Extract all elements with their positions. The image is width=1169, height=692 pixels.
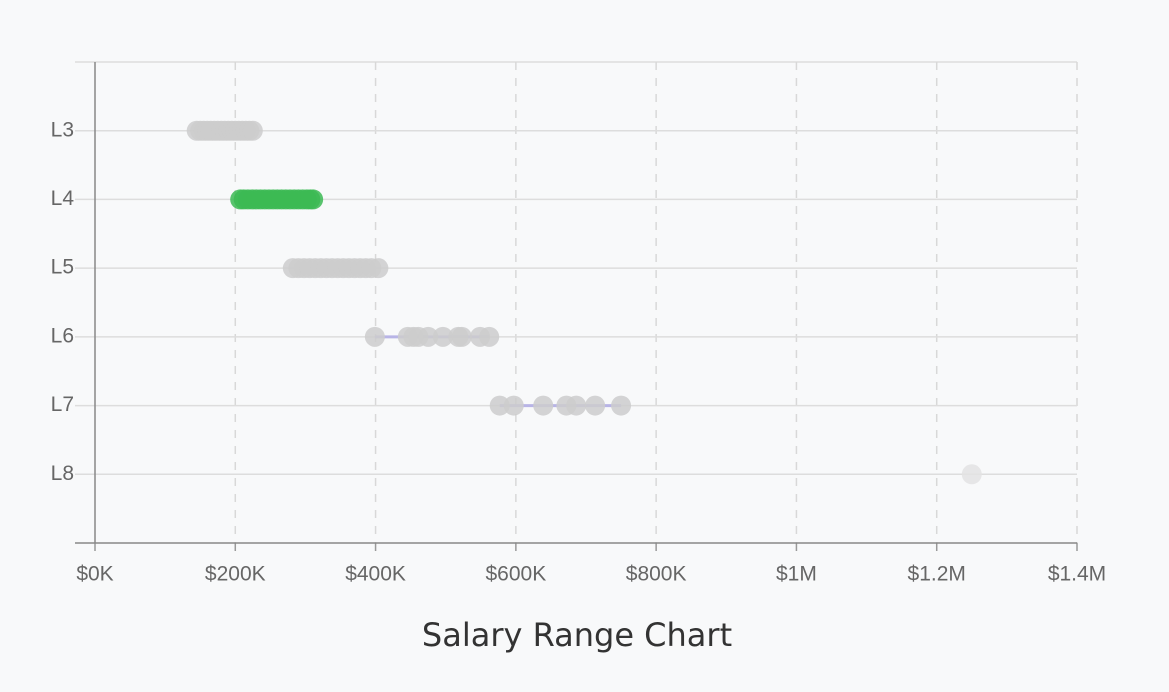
x-tick-label: $1.2M: [908, 563, 966, 586]
x-tick-label: $1M: [776, 563, 817, 586]
y-tick-label: L5: [51, 256, 74, 279]
chart-title: Salary Range Chart: [422, 616, 732, 654]
x-tick-label: $1.4M: [1048, 563, 1106, 586]
salary-dot: [432, 326, 453, 347]
x-tick-label: $0K: [76, 563, 113, 586]
salary-dot: [566, 395, 587, 416]
salary-dot: [611, 395, 632, 416]
salary-dot: [364, 326, 385, 347]
salary-dot: [533, 395, 554, 416]
salary-dot: [451, 326, 472, 347]
salary-dot: [961, 464, 982, 485]
salary-dot: [303, 189, 324, 210]
salary-dot: [489, 395, 510, 416]
x-tick-label: $200K: [205, 563, 266, 586]
y-tick-label: L8: [51, 462, 74, 485]
x-tick-label: $400K: [345, 563, 406, 586]
salary-dot: [585, 395, 606, 416]
salary-dot: [503, 395, 524, 416]
salary-dot: [242, 120, 263, 141]
salary-dot: [479, 326, 500, 347]
salary-dot: [368, 258, 389, 279]
y-tick-label: L7: [51, 393, 74, 416]
y-tick-label: L6: [51, 324, 74, 347]
y-tick-label: L4: [51, 187, 75, 210]
y-tick-label: L3: [51, 118, 74, 141]
salary-dot: [418, 326, 439, 347]
x-tick-label: $800K: [626, 563, 687, 586]
x-tick-label: $600K: [485, 563, 546, 586]
